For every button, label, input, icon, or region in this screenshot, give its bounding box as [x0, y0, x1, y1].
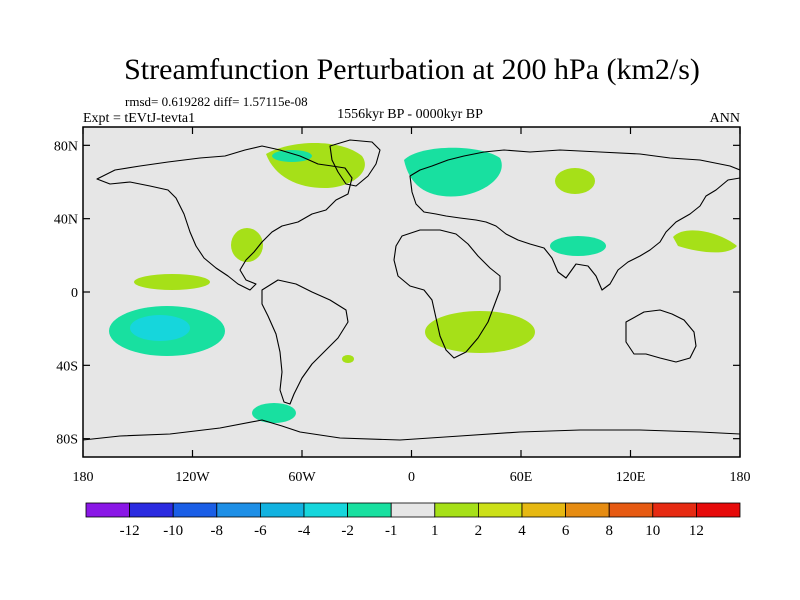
- lon-tick-label: 120E: [616, 470, 646, 485]
- lon-tick-label: 60E: [510, 470, 533, 485]
- colorbar-label: -10: [163, 523, 183, 539]
- anomaly-india: [550, 236, 606, 256]
- lat-tick-label: 40S: [56, 359, 78, 374]
- colorbar-swatch: [390, 502, 436, 518]
- experiment-label: Expt = tEVtJ-tevta1: [83, 111, 195, 126]
- colorbar-label: 10: [645, 523, 660, 539]
- colorbar-swatch: [347, 502, 392, 518]
- anomaly-pacific-north: [134, 274, 210, 290]
- colorbar-label: -6: [254, 523, 267, 539]
- latitude-axis: 80N 40N 0 40S 80S: [54, 139, 740, 448]
- chart-title: Streamfunction Perturbation at 200 hPa (…: [124, 53, 700, 86]
- colorbar-label: 8: [605, 523, 613, 539]
- coast-africa: [393, 229, 501, 359]
- anomaly-shading-layer: [109, 143, 737, 423]
- colorbar-swatch: [521, 502, 566, 518]
- colorbar-swatch: [129, 502, 174, 518]
- colorbar-swatch: [303, 502, 348, 518]
- colorbar-swatch: [477, 502, 523, 518]
- colorbar-swatch: [696, 502, 741, 518]
- lat-tick-label: 40N: [54, 213, 78, 228]
- colorbar-swatch: [172, 502, 218, 518]
- colorbar-label: -8: [211, 523, 224, 539]
- anomaly-scandinavia: [404, 147, 502, 197]
- lon-tick-label: 180: [730, 470, 751, 485]
- anomaly-north-pacific-japan: [673, 230, 737, 253]
- colorbar-label: 4: [518, 523, 526, 539]
- lon-tick-label: 0: [408, 470, 415, 485]
- coast-eurasia: [409, 149, 740, 291]
- anomaly-southern-africa: [425, 311, 535, 353]
- lat-tick-label: 0: [71, 286, 78, 301]
- coast-north-america: [96, 145, 353, 291]
- lon-tick-label: 180: [73, 470, 94, 485]
- coast-south-america: [261, 279, 349, 405]
- colorbar-swatch: [259, 502, 305, 518]
- colorbar-swatch: [565, 502, 610, 518]
- coast-australia: [625, 309, 697, 363]
- coast-greenland: [329, 139, 381, 187]
- colorbar-swatch: [652, 502, 697, 518]
- lat-tick-label: 80S: [56, 433, 78, 448]
- colorbar-label: 12: [689, 523, 704, 539]
- season-label: ANN: [710, 111, 740, 126]
- colorbar-label: 1: [431, 523, 439, 539]
- colorbar-label: -12: [120, 523, 140, 539]
- colorbar-label: -4: [298, 523, 311, 539]
- colorbar: -12 -10 -8 -6 -4 -2 -1 1 2 4 6 8 10 12: [85, 502, 741, 539]
- anomaly-south-atlantic-island: [342, 355, 354, 363]
- colorbar-label: 6: [562, 523, 570, 539]
- colorbar-swatch: [434, 502, 479, 518]
- colorbar-label: 2: [475, 523, 483, 539]
- longitude-axis: 180 120W 60W 0 60E 120E 180: [73, 127, 751, 485]
- colorbar-swatch: [608, 502, 654, 518]
- lon-tick-label: 60W: [288, 470, 316, 485]
- anomaly-central-siberia: [555, 168, 595, 194]
- coastlines: [83, 139, 740, 441]
- colorbar-swatch: [85, 502, 130, 518]
- anomaly-canada-core: [272, 150, 312, 162]
- coast-antarctica: [83, 419, 740, 441]
- colorbar-label: -2: [341, 523, 354, 539]
- lat-tick-label: 80N: [54, 139, 78, 154]
- colorbar-label: -1: [385, 523, 398, 539]
- colorbar-swatch: [216, 502, 261, 518]
- map-background: [83, 127, 740, 457]
- lon-tick-label: 120W: [175, 470, 210, 485]
- anomaly-southern-ocean: [252, 403, 296, 423]
- stats-text: rmsd= 0.619282 diff= 1.57115e-08: [125, 94, 308, 109]
- anomaly-gulf-mexico: [231, 228, 263, 262]
- period-label: 1556kyr BP - 0000kyr BP: [337, 107, 483, 122]
- anomaly-pacific-south-core: [130, 315, 190, 341]
